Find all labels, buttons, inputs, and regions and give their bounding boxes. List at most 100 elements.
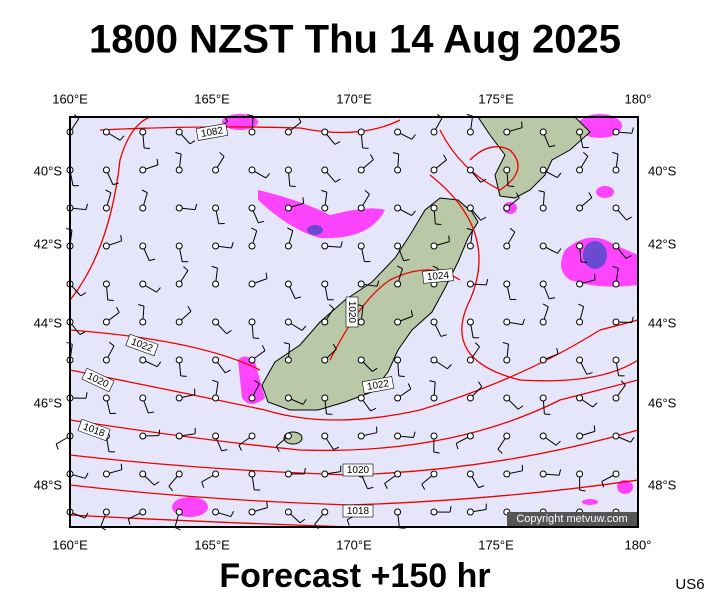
barb-station xyxy=(103,205,109,211)
barb-station xyxy=(504,395,510,401)
barb-station xyxy=(140,281,146,287)
barb-station xyxy=(540,395,546,401)
barb-station xyxy=(395,509,401,515)
barb-station xyxy=(540,205,546,211)
barb-station xyxy=(431,205,437,211)
barb-station xyxy=(213,243,219,249)
barb-station xyxy=(613,243,619,249)
barb-station xyxy=(395,281,401,287)
barb-station xyxy=(395,129,401,135)
barb-station xyxy=(467,281,473,287)
barb-station xyxy=(285,243,291,249)
barb-station xyxy=(213,509,219,515)
barb-station xyxy=(613,395,619,401)
barb-station xyxy=(103,471,109,477)
right-label: 46°S xyxy=(648,395,677,410)
isobar-label-text: 1024 xyxy=(426,270,450,283)
barb-station xyxy=(322,243,328,249)
barb-flag xyxy=(467,114,473,116)
barb-station xyxy=(358,205,364,211)
barb-station xyxy=(358,243,364,249)
barb-station xyxy=(249,243,255,249)
barb-station xyxy=(613,281,619,287)
barb-station xyxy=(103,357,109,363)
barb-flag xyxy=(253,338,259,339)
barb-station xyxy=(213,205,219,211)
barb-station xyxy=(249,471,255,477)
barb-station xyxy=(358,433,364,439)
barb-flag xyxy=(508,186,514,187)
bottom-label: 175°E xyxy=(478,537,514,552)
barb-station xyxy=(504,129,510,135)
barb-station xyxy=(395,167,401,173)
code: US6 xyxy=(675,576,704,593)
barb-station xyxy=(467,433,473,439)
left-label: 48°S xyxy=(34,477,63,492)
barb-station xyxy=(249,167,255,173)
barb-flag xyxy=(522,122,523,128)
barb-station xyxy=(322,281,328,287)
barb-station xyxy=(140,433,146,439)
barb-station xyxy=(140,395,146,401)
left-label: 40°S xyxy=(34,163,63,178)
barb-station xyxy=(322,509,328,515)
barb-station xyxy=(249,319,255,325)
barb-flag xyxy=(435,224,441,225)
barb-station xyxy=(249,357,255,363)
bottom-label: 160°E xyxy=(52,537,88,552)
barb-station xyxy=(431,319,437,325)
barb-flag xyxy=(108,300,114,301)
barb-station xyxy=(431,509,437,515)
title: 1800 NZST Thu 14 Aug 2025 xyxy=(89,18,621,62)
right-label: 48°S xyxy=(648,477,677,492)
barb-station xyxy=(358,167,364,173)
barb-station xyxy=(540,357,546,363)
barb-station xyxy=(540,167,546,173)
barb-station xyxy=(176,205,182,211)
barb-station xyxy=(540,433,546,439)
barb-station xyxy=(140,357,146,363)
barb-station xyxy=(285,471,291,477)
barb-station xyxy=(358,357,364,363)
barb-flag xyxy=(399,376,405,377)
barb-station xyxy=(504,167,510,173)
barb-station xyxy=(213,471,219,477)
barb-station xyxy=(285,395,291,401)
barb-station xyxy=(504,319,510,325)
barb-station xyxy=(176,319,182,325)
isobar-label-text: 1020 xyxy=(347,465,370,476)
barb-station xyxy=(213,319,219,325)
top-label: 180° xyxy=(625,91,652,106)
barb-station xyxy=(322,471,328,477)
barb-station xyxy=(140,129,146,135)
barb-station xyxy=(249,129,255,135)
barb-station xyxy=(213,395,219,401)
barb-station xyxy=(358,281,364,287)
barb-station xyxy=(285,205,291,211)
barb-station xyxy=(540,319,546,325)
barb-station xyxy=(249,281,255,287)
barb-station xyxy=(176,129,182,135)
barb-station xyxy=(613,433,619,439)
barb-station xyxy=(395,433,401,439)
left-label: 44°S xyxy=(34,315,63,330)
right-label: 44°S xyxy=(648,315,677,330)
barb-station xyxy=(213,357,219,363)
barb-station xyxy=(103,281,109,287)
left-label: 42°S xyxy=(34,236,63,251)
barb-station xyxy=(395,243,401,249)
right-label: 40°S xyxy=(648,163,677,178)
barb-station xyxy=(140,509,146,515)
barb-station xyxy=(504,433,510,439)
barb-flag xyxy=(56,444,58,450)
barb-station xyxy=(395,205,401,211)
barb-flag xyxy=(290,186,296,187)
barb-station xyxy=(577,205,583,211)
barb-station xyxy=(358,395,364,401)
barb-station xyxy=(285,167,291,173)
barb-station xyxy=(467,167,473,173)
barb-station xyxy=(540,471,546,477)
barb-station xyxy=(103,167,109,173)
barb-station xyxy=(322,167,328,173)
